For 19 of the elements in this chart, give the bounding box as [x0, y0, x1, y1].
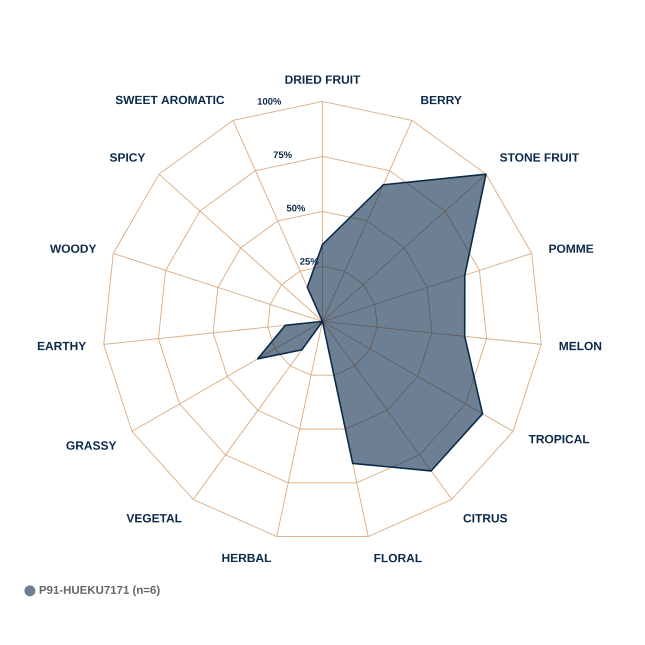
- spoke-label: VEGETAL: [126, 514, 182, 522]
- spoke-label: EARTHY: [38, 342, 86, 350]
- spoke-label: WOODY: [50, 244, 96, 253]
- spoke-label: POMME: [549, 244, 594, 253]
- spoke-label: DRIED FRUIT: [285, 75, 360, 84]
- y-tick-label: 100%: [258, 98, 282, 105]
- y-tick-label: 50%: [286, 204, 306, 212]
- spoke-label: SWEET AROMATIC: [116, 96, 224, 104]
- spoke-label: BERRY: [421, 96, 462, 104]
- spoke-label: FLORAL: [374, 554, 422, 562]
- legend-label: P91-HUEKU7171 (n=6): [40, 586, 160, 596]
- y-tick-label: 75%: [274, 151, 292, 158]
- spoke-label: TROPICAL: [528, 434, 590, 444]
- spoke-label: STONE FRUIT: [500, 153, 579, 162]
- spoke-label: HERBAL: [222, 554, 271, 562]
- spoke-label: MELON: [560, 342, 602, 350]
- spoke-label: CITRUS: [464, 514, 508, 522]
- spoke-label: SPICY: [110, 153, 146, 162]
- spoke-label: GRASSY: [66, 441, 116, 450]
